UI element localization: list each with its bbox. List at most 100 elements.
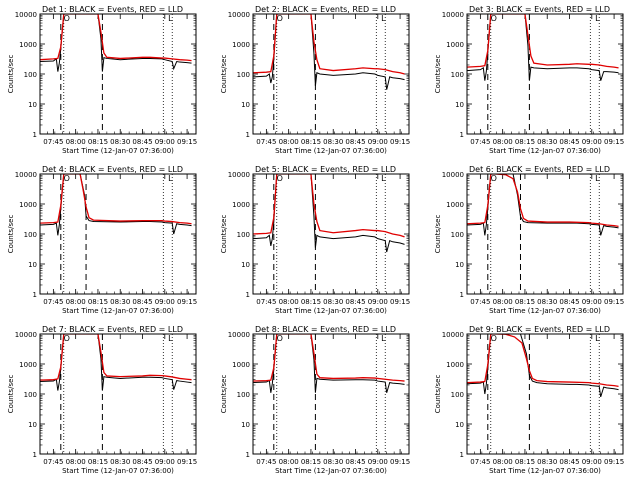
y-tick-label: 1: [460, 291, 464, 299]
detector-panel-8: Det 8: BLACK = Events, RED = LLD 1 10 100 10…: [220, 325, 410, 475]
x-tick-label: 08:45: [345, 138, 365, 146]
x-tick-label: 08:45: [559, 138, 579, 146]
y-tick-label: 100: [24, 71, 37, 79]
x-tick-label: 09:00: [368, 138, 388, 146]
x-tick-label: 08:45: [132, 138, 152, 146]
x-tick-label: 08:00: [493, 138, 513, 146]
x-tick-label: 09:00: [582, 298, 602, 306]
y-tick-label: 100: [237, 391, 250, 399]
detector-panel-7: Det 7: BLACK = Events, RED = LLD 1 10 100 10…: [7, 325, 197, 475]
y-tick-label: 10: [241, 261, 250, 269]
y-tick-label: 1000: [446, 41, 464, 49]
panel-title: Det 4: BLACK = Events, RED = LLD: [42, 165, 183, 174]
axes-frame: [39, 13, 197, 135]
y-tick-label: 100: [237, 231, 250, 239]
y-tick-label: 10000: [15, 11, 37, 19]
x-tick-label: 08:30: [323, 138, 343, 146]
detector-panel-5: Det 5: BLACK = Events, RED = LLD 1 10 100 10…: [220, 165, 410, 315]
marker-l: L: [595, 174, 600, 183]
y-tick-label: 100: [451, 231, 464, 239]
x-axis-label: Start Time (12-Jan-07 07:36:00): [62, 147, 174, 155]
axes-frame: [466, 13, 624, 135]
marker-o: O: [64, 14, 70, 23]
y-tick-label: 10000: [228, 331, 250, 339]
series-events: [253, 14, 405, 90]
marker-l: L: [595, 14, 600, 23]
x-tick-label: 08:15: [301, 458, 321, 466]
y-tick-label: 1000: [446, 201, 464, 209]
x-tick-label: 07:45: [43, 298, 63, 306]
marker-o: O: [277, 174, 283, 183]
marker-l: L: [381, 14, 386, 23]
x-tick-label: 09:00: [368, 298, 388, 306]
y-tick-label: 100: [451, 71, 464, 79]
x-tick-label: 08:00: [66, 138, 86, 146]
x-tick-label: 08:30: [110, 458, 130, 466]
x-axis-label: Start Time (12-Jan-07 07:36:00): [489, 467, 601, 475]
marker-l: L: [595, 334, 600, 343]
y-tick-label: 100: [451, 391, 464, 399]
x-tick-label: 08:30: [537, 298, 557, 306]
x-tick-label: 09:15: [177, 458, 197, 466]
x-tick-label: 08:30: [110, 138, 130, 146]
y-axis-label: Counts/sec: [434, 375, 442, 414]
x-tick-label: 08:00: [66, 298, 86, 306]
x-tick-label: 08:45: [559, 458, 579, 466]
axes-frame: [466, 173, 624, 295]
detector-panel-3: Det 3: BLACK = Events, RED = LLD 1 10 100 10…: [434, 5, 624, 155]
x-tick-label: 07:45: [43, 458, 63, 466]
x-axis-label: Start Time (12-Jan-07 07:36:00): [62, 307, 174, 315]
y-axis-label: Counts/sec: [220, 55, 228, 94]
x-tick-label: 08:30: [323, 298, 343, 306]
y-tick-label: 10: [241, 101, 250, 109]
x-tick-label: 08:30: [110, 298, 130, 306]
x-tick-label: 09:00: [155, 138, 175, 146]
y-axis-label: Counts/sec: [7, 55, 15, 94]
y-tick-label: 10: [28, 261, 37, 269]
y-tick-label: 10: [455, 101, 464, 109]
y-tick-label: 1000: [232, 41, 250, 49]
x-tick-label: 09:15: [604, 138, 624, 146]
x-tick-label: 08:00: [493, 458, 513, 466]
marker-o: O: [64, 174, 70, 183]
series-events: [40, 334, 192, 391]
x-axis-label: Start Time (12-Jan-07 07:36:00): [275, 307, 387, 315]
series-events: [467, 174, 619, 236]
detector-panel-9: Det 9: BLACK = Events, RED = LLD 1 10 100 10…: [434, 325, 624, 475]
x-tick-label: 07:45: [43, 138, 63, 146]
x-tick-label: 09:15: [390, 458, 410, 466]
x-axis-label: Start Time (12-Jan-07 07:36:00): [62, 467, 174, 475]
marker-l: L: [381, 334, 386, 343]
x-tick-label: 08:00: [66, 458, 86, 466]
x-tick-label: 08:15: [301, 138, 321, 146]
x-tick-label: 07:45: [256, 458, 276, 466]
x-axis-label: Start Time (12-Jan-07 07:36:00): [489, 307, 601, 315]
series-lld: [40, 174, 192, 225]
panel-title: Det 6: BLACK = Events, RED = LLD: [469, 165, 610, 174]
panel-title: Det 9: BLACK = Events, RED = LLD: [469, 325, 610, 334]
x-tick-label: 09:15: [390, 298, 410, 306]
y-axis-label: Counts/sec: [220, 215, 228, 254]
y-tick-label: 10000: [228, 171, 250, 179]
x-tick-label: 09:00: [155, 298, 175, 306]
series-events: [467, 14, 619, 81]
y-tick-label: 100: [24, 391, 37, 399]
y-tick-label: 1: [246, 291, 250, 299]
x-tick-label: 07:45: [470, 138, 490, 146]
series-lld: [467, 174, 619, 227]
marker-l: L: [168, 174, 173, 183]
x-tick-label: 08:15: [515, 138, 535, 146]
series-lld: [253, 14, 405, 75]
detector-panel-4: Det 4: BLACK = Events, RED = LLD 1 10 100 10…: [7, 165, 197, 315]
marker-o: O: [491, 334, 497, 343]
series-lld: [467, 14, 619, 69]
series-events: [253, 174, 405, 253]
panel-title: Det 1: BLACK = Events, RED = LLD: [42, 5, 183, 14]
series-lld: [253, 334, 405, 382]
y-tick-label: 1: [246, 131, 250, 139]
y-tick-label: 1000: [232, 201, 250, 209]
y-axis-label: Counts/sec: [434, 215, 442, 254]
x-tick-label: 09:00: [155, 458, 175, 466]
x-tick-label: 08:00: [279, 458, 299, 466]
